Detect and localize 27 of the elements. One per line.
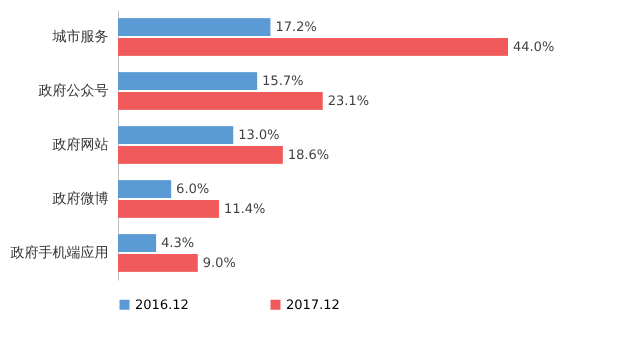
bar — [118, 146, 283, 164]
bar — [118, 254, 198, 272]
y-tick-label: 政府网站 — [52, 137, 108, 153]
legend-label: 2017.12 — [286, 298, 340, 313]
bar — [118, 126, 234, 144]
data-label: 44.0% — [513, 40, 554, 55]
data-label: 6.0% — [176, 182, 210, 198]
bar — [118, 18, 270, 36]
bar — [118, 234, 156, 252]
y-tick-label: 城市服务 — [52, 29, 108, 45]
data-label: 23.1% — [328, 94, 370, 109]
bar — [118, 38, 508, 56]
data-label: 18.6% — [288, 148, 330, 163]
bar — [118, 72, 258, 90]
data-label: 17.2% — [275, 20, 317, 36]
legend-label: 2016.12 — [135, 298, 189, 313]
bar — [118, 200, 220, 218]
data-label: 4.3% — [161, 236, 194, 252]
bar — [118, 92, 323, 110]
y-tick-label: 政府公众号 — [38, 83, 108, 99]
data-label: 11.4% — [224, 202, 266, 217]
data-label: 15.7% — [262, 74, 304, 90]
data-label: 9.0% — [202, 256, 236, 271]
y-tick-label: 政府微博 — [52, 191, 108, 207]
bar — [118, 180, 172, 198]
data-label: 13.0% — [238, 128, 280, 144]
y-tick-label: 政府手机端应用 — [10, 245, 108, 261]
